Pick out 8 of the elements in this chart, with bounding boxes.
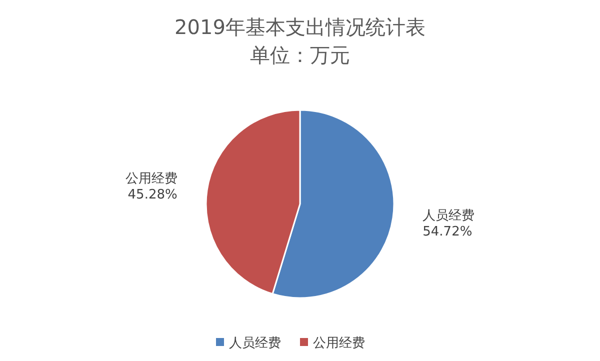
data-label: 54.72% [422, 224, 472, 240]
legend-label: 公用经费 [313, 336, 365, 351]
legend-label: 人员经费 [229, 336, 281, 351]
chart-title: 2019年基本支出情况统计表 [174, 15, 426, 39]
slice-label: 人员经费 [422, 208, 475, 224]
chart-subtitle: 单位：万元 [250, 43, 350, 67]
slice-label: 公用经费 [125, 172, 178, 187]
data-label: 45.28% [128, 188, 178, 203]
